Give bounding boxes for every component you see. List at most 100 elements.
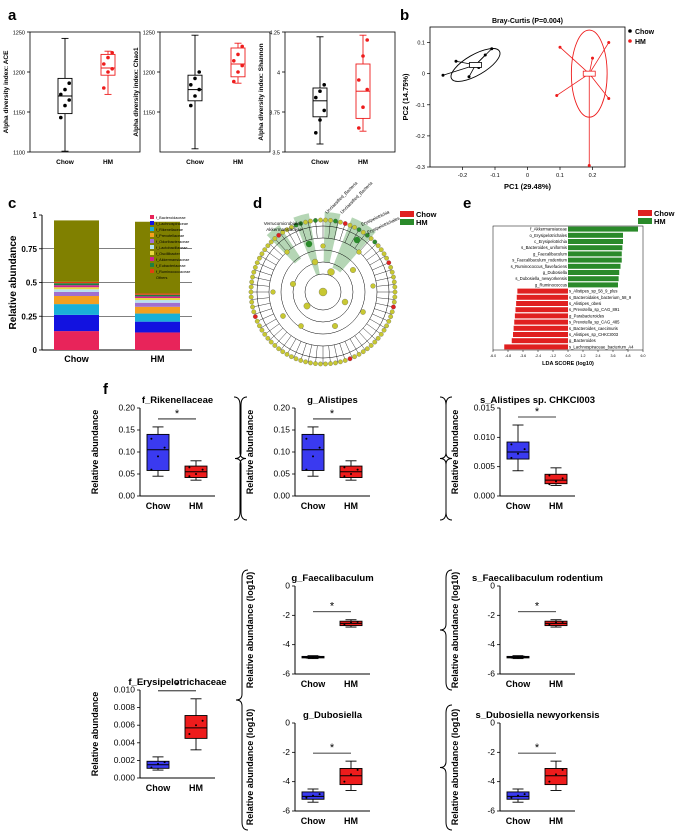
taxon-label: s_Prevotella_sp_CAG_891 xyxy=(569,307,620,312)
bar-segment xyxy=(135,306,180,314)
box-iqr xyxy=(230,47,246,78)
x-tick-label: -4.8 xyxy=(505,354,511,358)
x-category-label: HM xyxy=(189,783,203,793)
bar-segment xyxy=(54,283,99,286)
y-tick-label: 0.10 xyxy=(273,447,290,457)
x-tick-label: -3.6 xyxy=(520,354,526,358)
leaf-node xyxy=(249,279,255,285)
inner-node xyxy=(341,298,349,306)
leaf-node xyxy=(352,354,357,360)
x-category-label: HM xyxy=(549,501,563,511)
x-category-label: HM xyxy=(549,679,563,689)
data-point xyxy=(236,52,240,57)
legend-label: f_Odoribacteraceae xyxy=(156,240,189,244)
group-brace xyxy=(439,704,453,831)
inner-node xyxy=(303,302,311,310)
y-tick-label: 0.000 xyxy=(474,491,496,501)
boxplot-f3: 0.000 0.005 0.010 0.015 Relative abundance s_… xyxy=(450,395,595,511)
data-point xyxy=(197,87,201,92)
data-point xyxy=(357,126,361,130)
y-tick-label: 0.005 xyxy=(474,461,496,471)
leaf-node xyxy=(303,359,308,365)
y-axis-label: Relative abundance (log10) xyxy=(450,709,460,826)
y-tick-label: 0.004 xyxy=(114,737,136,747)
significance-star: * xyxy=(175,680,180,692)
y-axis-label: Relative abundance (log10) xyxy=(450,572,460,689)
significance-star: * xyxy=(330,742,335,754)
y-tick-label: 0.00 xyxy=(118,491,135,501)
legend-swatch xyxy=(150,227,154,231)
y-tick-label: -4 xyxy=(487,776,495,786)
y-tick-label: 0.000 xyxy=(114,773,136,783)
plot-frame xyxy=(492,225,644,351)
stacked-bar-chart: 0 0.25 0.5 0.75 1 Relative abundance Chow HM f_B… xyxy=(8,211,192,364)
sample-point xyxy=(591,56,594,60)
lda-bar-chow: g_Parabacteroides xyxy=(514,313,604,319)
taxonomic-ring xyxy=(292,261,354,323)
stacked-bar-hm xyxy=(135,221,180,350)
leaf-node xyxy=(280,349,286,355)
leaf-node xyxy=(391,299,397,305)
panel-label-e: e xyxy=(463,195,471,212)
y-axis-label: Relative abundance xyxy=(90,410,100,495)
plot-title: s_Alistipes sp. CHKCI003 xyxy=(480,395,595,406)
legend-swatch xyxy=(150,221,154,225)
y-tick-label: -6 xyxy=(282,806,290,816)
y-tick-label: 1100 xyxy=(13,151,25,157)
data-point xyxy=(510,796,513,799)
data-point xyxy=(517,794,519,797)
group-brace xyxy=(439,569,453,691)
x-category-label: Chow xyxy=(146,783,171,793)
data-point xyxy=(365,87,370,92)
branch xyxy=(274,331,288,346)
data-point xyxy=(232,79,236,84)
box-chow xyxy=(312,36,328,145)
y-tick-label: 0.008 xyxy=(114,702,136,712)
data-point xyxy=(157,762,159,765)
x-category-label: Chow xyxy=(56,159,75,166)
inner-node xyxy=(270,289,276,295)
data-point xyxy=(361,105,365,109)
leaf-node xyxy=(356,352,362,357)
leaf-node xyxy=(368,236,374,241)
lda-bar-chow: s_Prevotella_sp_CAG_485 xyxy=(514,319,620,325)
y-axis-label: Relative abundance xyxy=(450,410,460,495)
leaf-node xyxy=(268,339,274,345)
legend-label: Chow xyxy=(416,210,437,219)
taxon-label: s_Bacteroides_caecimuris xyxy=(569,326,618,331)
clade-label: Verrucomicrobiales xyxy=(264,221,303,226)
x-category-label: Chow xyxy=(301,679,326,689)
y-tick-label: 1150 xyxy=(13,111,25,117)
taxon-label: g_Parabacteroides xyxy=(569,313,604,318)
y-tick-label: 0.05 xyxy=(118,469,135,479)
lda-bar xyxy=(515,307,568,313)
data-point xyxy=(510,443,513,446)
bar-segment xyxy=(135,293,180,295)
leaf-node xyxy=(378,331,384,337)
legend-swatch xyxy=(150,275,154,279)
sample-point xyxy=(441,73,445,77)
leaf-node xyxy=(289,224,294,230)
sample-point xyxy=(490,47,494,51)
leaf-node xyxy=(368,343,374,348)
y-tick-label: 0.006 xyxy=(114,720,136,730)
branch xyxy=(334,344,339,363)
data-point xyxy=(197,70,201,74)
legend-swatch xyxy=(150,263,154,267)
sample-point xyxy=(587,163,591,167)
branch xyxy=(339,343,346,361)
legend-swatch xyxy=(150,215,154,219)
x-tick-label: -0.2 xyxy=(458,173,467,179)
plot-title: g_Alistipes xyxy=(307,395,358,406)
lda-bar xyxy=(568,270,620,275)
legend-swatch xyxy=(638,218,652,224)
bar-segment xyxy=(54,314,99,332)
leaf-node xyxy=(381,251,387,257)
stacked-bar-chow xyxy=(54,220,99,350)
taxon-label: s_Dubosiella_newyorkensis xyxy=(515,276,567,281)
bar-segment xyxy=(135,296,180,299)
branch xyxy=(286,338,297,355)
branch xyxy=(376,297,395,300)
panel-label-f: f xyxy=(103,381,109,398)
leaf-node xyxy=(250,304,255,310)
